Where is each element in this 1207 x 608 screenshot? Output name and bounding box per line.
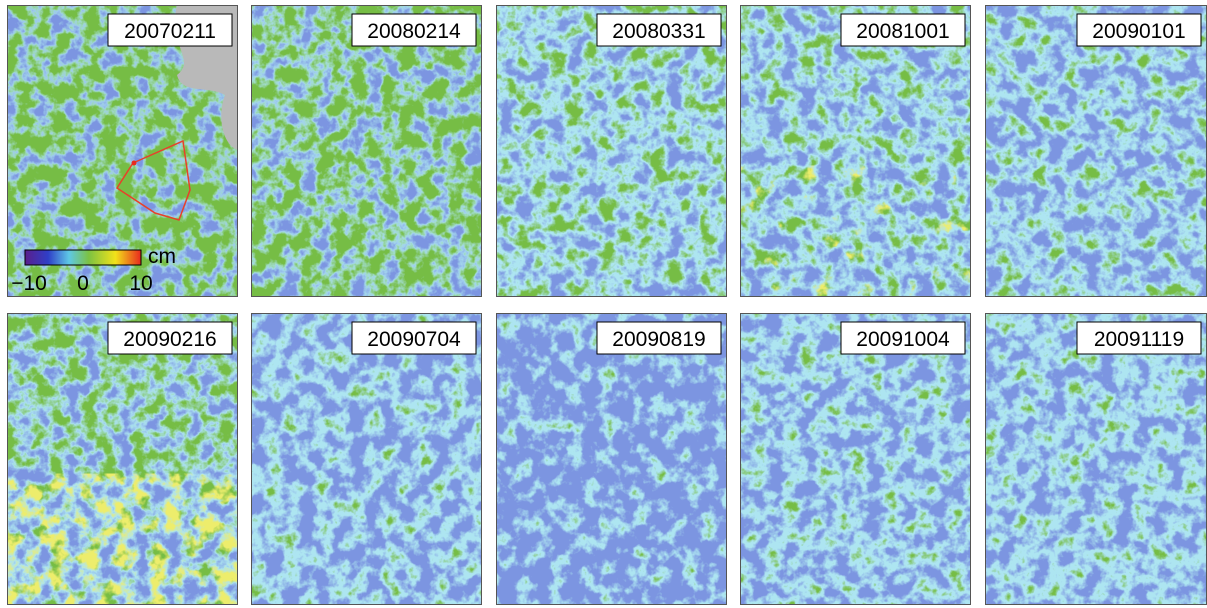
map-panel: 20090216	[7, 313, 238, 605]
page: −10 0 10 cm 20070211 20080214 20080331 20081001…	[0, 0, 1207, 608]
subsidence-dark	[740, 313, 971, 605]
reference-point	[132, 161, 137, 166]
map-panel: −10 0 10 cm 20070211	[7, 5, 238, 297]
subsidence-dark	[985, 313, 1207, 605]
map-panel: 20090819	[496, 313, 727, 605]
colorbar-unit: cm	[148, 245, 176, 268]
date-label: 20090819	[612, 328, 705, 351]
date-label: 20091004	[856, 328, 950, 351]
date-label: 20080214	[367, 20, 461, 43]
colorbar-tick-label: 0	[77, 272, 89, 295]
date-label: 20070211	[124, 20, 216, 43]
date-label: 20090704	[367, 328, 461, 351]
figure: −10 0 10 cm 20070211 20080214 20080331 20081001…	[0, 0, 1207, 608]
subsidence-dark	[251, 5, 482, 297]
map-panel: 20090101	[985, 5, 1207, 297]
colorbar	[25, 250, 141, 265]
map-panel: 20080331	[496, 5, 727, 297]
subsidence-dark	[496, 313, 727, 605]
map-panel: 20091004	[740, 313, 971, 605]
subsidence-dark	[251, 313, 482, 605]
map-panel: 20080214	[251, 5, 482, 297]
map-panel: 20091119	[985, 313, 1207, 605]
subsidence-dark	[985, 5, 1207, 297]
map-panel: 20081001	[740, 5, 971, 297]
subsidence-dark	[740, 5, 971, 297]
date-label: 20090101	[1092, 20, 1185, 43]
subsidence-dark	[496, 5, 727, 297]
colorbar-tick-label: 10	[129, 272, 152, 295]
map-panel: 20090704	[251, 313, 482, 605]
date-label: 20080331	[612, 20, 705, 43]
colorbar-tick-label: −10	[11, 272, 47, 295]
date-label: 20090216	[123, 328, 216, 351]
date-label: 20081001	[856, 20, 949, 43]
subsidence-dark	[7, 313, 238, 605]
date-label: 20091119	[1094, 328, 1184, 351]
